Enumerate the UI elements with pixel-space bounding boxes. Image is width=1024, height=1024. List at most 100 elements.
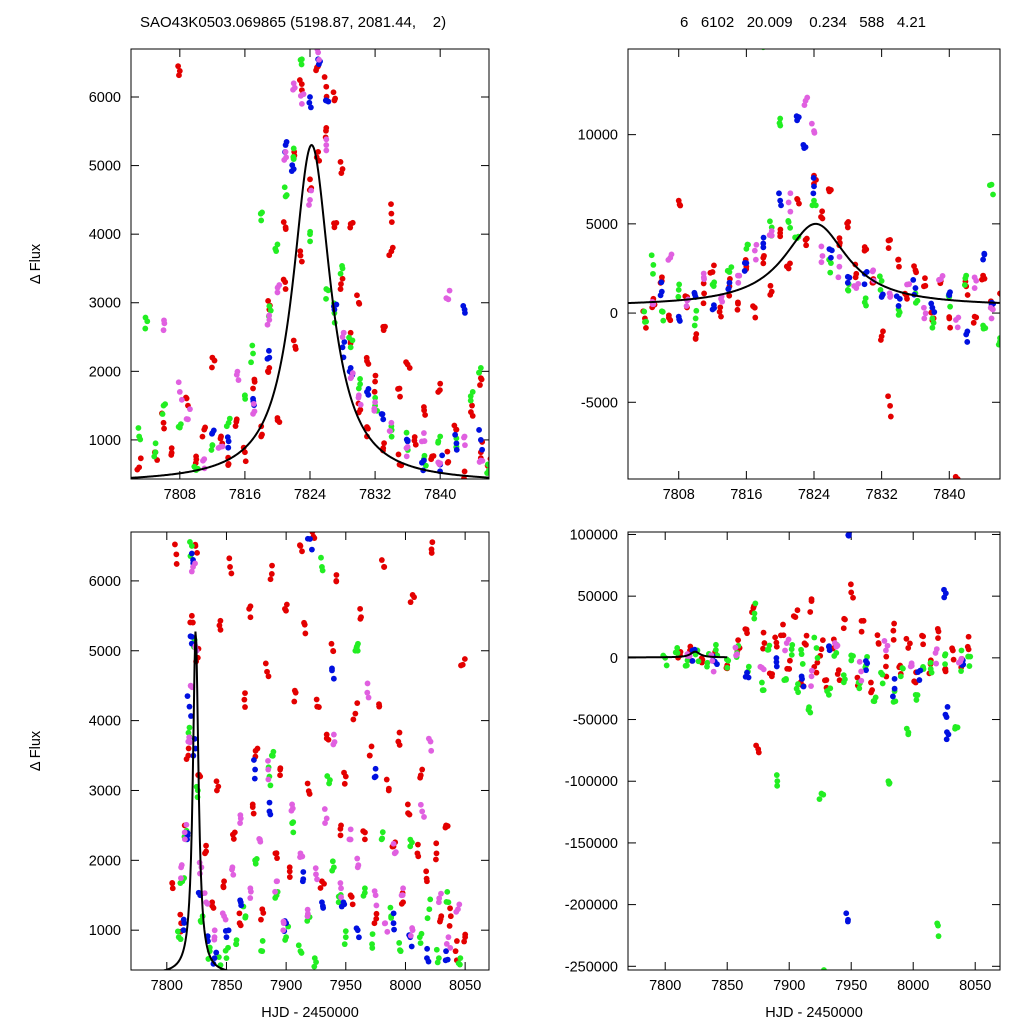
data-point-red <box>137 455 144 462</box>
data-point-blue <box>252 766 259 773</box>
data-point-red <box>826 188 833 195</box>
data-point-blue <box>657 292 664 299</box>
data-point-green <box>467 397 474 404</box>
data-point-magenta <box>456 901 463 908</box>
data-point-red <box>716 308 723 315</box>
data-point-red <box>173 561 180 567</box>
data-point-magenta <box>392 849 399 855</box>
data-point-magenta <box>187 683 194 689</box>
data-point-red <box>854 674 861 681</box>
data-point-green <box>890 699 897 705</box>
data-point-blue <box>931 309 938 315</box>
data-point-magenta <box>808 683 814 690</box>
data-point-red <box>950 656 957 663</box>
x-tick-label: 7808 <box>164 487 196 503</box>
data-point-green <box>871 698 878 705</box>
data-point-magenta <box>384 928 391 935</box>
data-point-red <box>790 613 797 620</box>
data-point-green <box>877 287 884 293</box>
data-point-red <box>302 630 309 637</box>
data-point-magenta <box>668 251 675 258</box>
data-point-green <box>304 918 311 924</box>
data-point-red <box>717 304 724 311</box>
data-point-green <box>298 61 305 68</box>
data-point-green <box>369 945 376 951</box>
data-point-red <box>389 244 396 251</box>
data-point-green <box>242 914 249 921</box>
data-point-green <box>961 282 968 288</box>
data-point-magenta <box>869 268 876 275</box>
data-point-red <box>819 208 826 215</box>
data-point-magenta <box>753 241 760 248</box>
data-point-magenta <box>438 890 444 897</box>
data-point-red <box>283 607 289 614</box>
data-point-red <box>818 213 824 220</box>
data-point-blue <box>223 934 230 941</box>
data-point-red <box>422 412 429 418</box>
data-point-red <box>258 916 264 923</box>
plot-frame <box>627 48 1001 480</box>
data-point-green <box>691 322 698 329</box>
data-point-blue <box>981 250 988 257</box>
data-point-blue <box>826 246 833 252</box>
data-point-green <box>357 376 363 382</box>
data-point-green <box>821 967 827 970</box>
y-tick-label: 5000 <box>89 644 121 660</box>
data-point-blue <box>773 659 780 665</box>
data-point-green <box>387 904 394 911</box>
data-point-red <box>444 459 451 466</box>
data-point-red <box>767 282 774 289</box>
data-point-red <box>227 564 233 570</box>
data-point-red <box>194 549 200 556</box>
data-point-magenta <box>443 941 450 947</box>
data-point-green <box>335 899 342 906</box>
data-point-red <box>935 635 941 642</box>
data-point-blue <box>479 446 486 453</box>
data-point-red <box>330 647 337 654</box>
data-point-green <box>947 303 954 310</box>
data-point-green <box>434 959 441 966</box>
data-point-red <box>277 765 284 772</box>
data-point-green <box>788 651 795 658</box>
data-point-red <box>946 314 953 320</box>
data-point-green <box>186 724 193 731</box>
data-point-red <box>352 710 359 717</box>
data-point-red <box>850 594 856 601</box>
data-point-magenta <box>785 199 792 206</box>
data-point-red <box>453 938 460 944</box>
data-point-red <box>161 425 167 432</box>
data-point-red <box>173 551 180 558</box>
data-point-green <box>283 192 290 198</box>
data-point-magenta <box>782 647 788 654</box>
data-point-magenta <box>719 298 726 305</box>
data-point-magenta <box>832 640 838 646</box>
data-point-blue <box>799 676 805 682</box>
panel-top-left: 7808 7816 7824 7832 7840 1000 2000 3000 4000 5000… <box>28 48 490 503</box>
data-point-green <box>187 539 193 545</box>
data-point-blue <box>390 910 397 917</box>
data-point-red <box>469 402 475 409</box>
data-point-green <box>997 335 1000 341</box>
x-tick-label: 7832 <box>866 487 898 503</box>
x-tick-label: 7850 <box>210 978 242 994</box>
data-point-red <box>209 364 215 371</box>
data-point-red <box>965 633 972 640</box>
data-point-green <box>339 262 345 269</box>
data-point-magenta <box>445 934 452 941</box>
data-point-magenta <box>323 147 330 154</box>
data-point-green <box>242 395 249 402</box>
data-point-red <box>803 235 810 242</box>
data-point-red <box>301 621 308 628</box>
data-point-green <box>226 415 233 422</box>
data-point-green <box>319 567 326 574</box>
data-point-green <box>799 661 806 667</box>
data-point-green <box>845 287 852 294</box>
data-point-green <box>435 439 441 446</box>
y-tick-label: 0 <box>610 651 618 667</box>
data-point-magenta <box>436 461 443 467</box>
data-point-blue <box>444 956 451 963</box>
data-point-magenta <box>357 401 364 408</box>
x-tick-label: 8000 <box>389 978 421 994</box>
data-point-red <box>315 704 322 710</box>
